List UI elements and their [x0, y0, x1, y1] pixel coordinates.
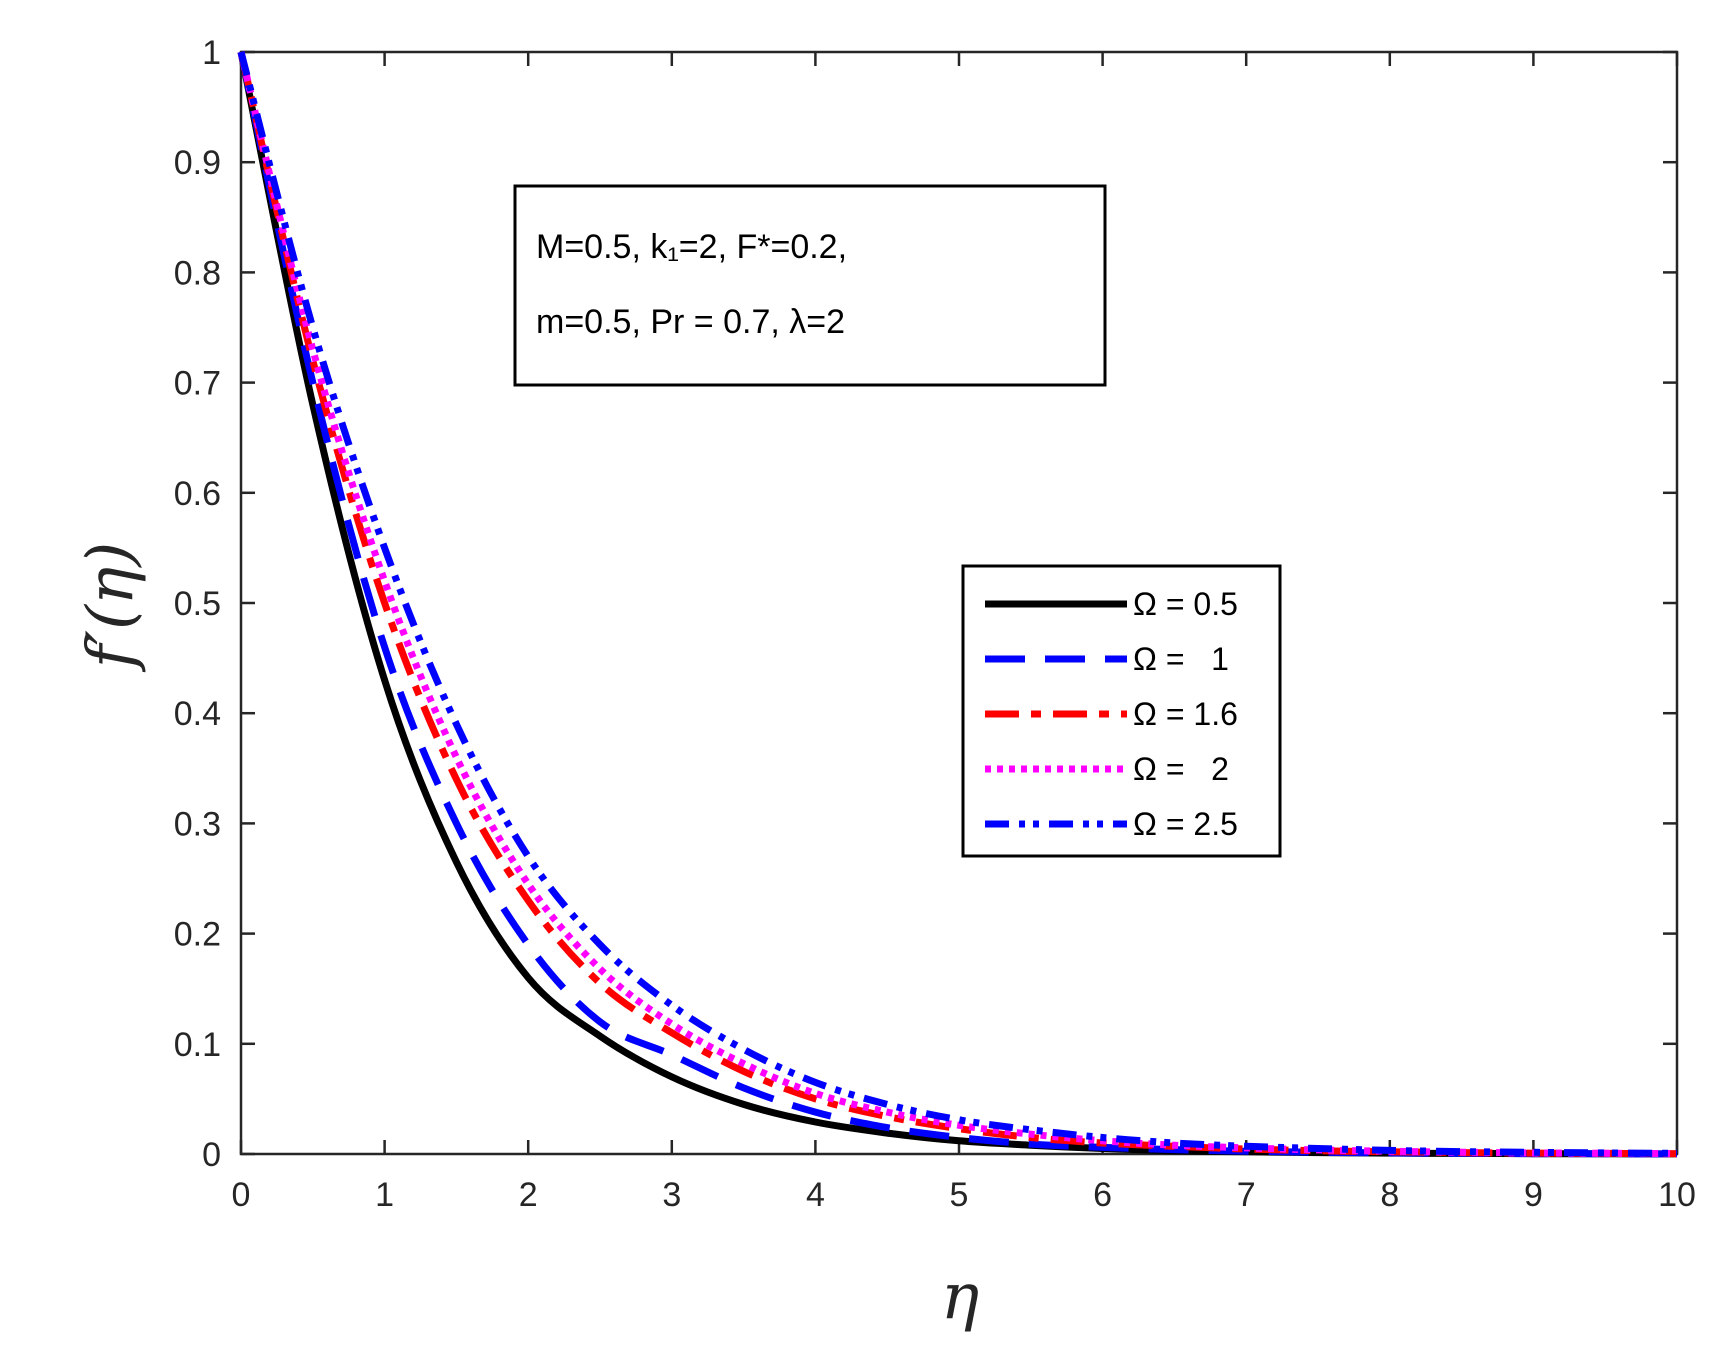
y-tick-label: 0.4: [174, 695, 221, 733]
legend-label-1: Ω = 0.5: [1133, 586, 1238, 622]
x-tick-label: 0: [232, 1176, 251, 1214]
legend-label-5: Ω = 2.5: [1133, 806, 1238, 842]
x-tick-label: 5: [950, 1176, 969, 1214]
x-tick-label: 3: [662, 1176, 681, 1214]
annotation-line-2: m=0.5, Pr = 0.7, λ=2: [536, 303, 845, 341]
series-line-5: [237, 51, 1678, 1157]
y-tick-label: 1: [202, 34, 221, 72]
y-axis-ticks: 0 0.1 0.2 0.3 0.4 0.5 0.6 0.7 0.8 0.9 1: [174, 34, 1677, 1174]
x-tick-label: 8: [1380, 1176, 1399, 1214]
x-tick-label: 4: [806, 1176, 825, 1214]
x-tick-label: 7: [1237, 1176, 1256, 1214]
y-tick-label: 0.3: [174, 805, 221, 843]
x-tick-label: 10: [1658, 1176, 1696, 1214]
y-axis-title: f′(η): [74, 542, 148, 673]
legend-label-2: Ω = 1: [1133, 641, 1229, 677]
y-tick-label: 0.2: [174, 916, 221, 954]
series-line-4: [237, 51, 1678, 1158]
y-tick-label: 0.5: [174, 585, 221, 623]
annotation-frame: [513, 184, 1107, 387]
y-tick-label: 0.1: [174, 1026, 221, 1064]
y-tick-label: 0.7: [174, 365, 221, 403]
y-tick-label: 0.9: [174, 144, 221, 182]
x-tick-label: 1: [375, 1176, 394, 1214]
x-axis-title: η: [941, 1260, 979, 1334]
y-tick-label: 0.6: [174, 475, 221, 513]
x-tick-label: 6: [1093, 1176, 1112, 1214]
annotation-box: M=0.5, k₁=2, F*=0.2, m=0.5, Pr = 0.7, λ=…: [513, 184, 1107, 387]
y-tick-label: 0.8: [174, 254, 221, 292]
legend-label-4: Ω = 2: [1133, 751, 1229, 787]
y-tick-label: 0: [202, 1136, 221, 1174]
series-layer: [237, 51, 1678, 1158]
annotation-line-1: M=0.5, k₁=2, F*=0.2,: [536, 228, 847, 266]
legend: Ω = 0.5 Ω = 1 Ω = 1.6 Ω = 2 Ω = 2.5: [961, 564, 1282, 858]
x-axis-ticks: 0 1 2 3 4 5 6 7 8 9 10: [232, 52, 1696, 1214]
legend-label-3: Ω = 1.6: [1133, 696, 1238, 732]
x-tick-label: 9: [1524, 1176, 1543, 1214]
x-tick-label: 2: [519, 1176, 538, 1214]
